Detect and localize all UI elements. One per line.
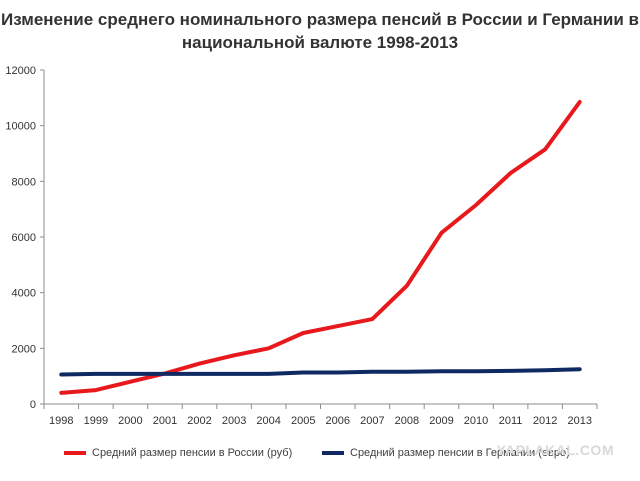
x-tick-label: 2011 [499, 415, 523, 427]
x-tick-label: 2009 [429, 415, 453, 427]
legend-entry-russia: Средний размер пенсии в России (руб) [64, 447, 292, 459]
y-tick-label: 12000 [5, 65, 36, 77]
x-tick-label: 2012 [533, 415, 557, 427]
legend-entry-germany: Средний размер пенсии в Германии (евро) [322, 447, 570, 459]
y-tick-label: 8000 [12, 176, 36, 188]
y-tick-label: 2000 [12, 343, 36, 355]
y-tick-label: 0 [30, 399, 36, 411]
x-tick-label: 2008 [395, 415, 419, 427]
y-tick-label: 10000 [5, 121, 36, 133]
legend-swatch-russia [64, 451, 86, 455]
y-tick-label: 6000 [12, 232, 36, 244]
chart-title-line-1: Изменение среднего номинального размера … [1, 10, 639, 29]
watermark: YAPLAKAL.COM [496, 442, 614, 458]
legend-label-russia: Средний размер пенсии в России (руб) [92, 447, 293, 459]
x-tick-label: 2003 [222, 415, 246, 427]
legend-label-germany: Средний размер пенсии в Германии (евро) [350, 447, 570, 459]
x-tick-label: 2010 [464, 415, 488, 427]
x-tick-label: 1999 [84, 415, 108, 427]
series-line-germany [59, 367, 582, 377]
x-tick-label: 2013 [567, 415, 591, 427]
x-tick-label: 2000 [118, 415, 142, 427]
x-tick-label: 1998 [49, 415, 73, 427]
x-tick-label: 2005 [291, 415, 315, 427]
x-tick-label: 2002 [187, 415, 211, 427]
series-line-russia [59, 100, 582, 395]
x-tick-label: 2004 [256, 415, 280, 427]
legend-swatch-germany [322, 451, 344, 455]
x-tick-label: 2007 [360, 415, 384, 427]
chart-title-line-2: национальной валюте 1998-2013 [181, 33, 459, 52]
x-tick-label: 2006 [326, 415, 350, 427]
x-tick-label: 2001 [153, 415, 177, 427]
y-tick-label: 4000 [12, 288, 36, 300]
